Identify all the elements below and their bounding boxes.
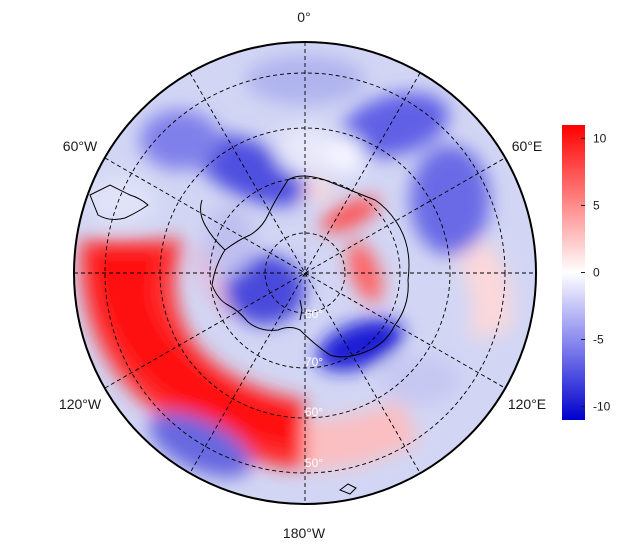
lat-label-80: 80°	[305, 307, 323, 321]
colorbar-ticks: 10 5 0 -5 -10	[581, 131, 611, 414]
colorbar-tick-label: 5	[593, 198, 600, 212]
lat-label-60: 60°	[305, 405, 323, 419]
lon-label-180: 180°W	[283, 525, 326, 541]
lon-label-60e: 60°E	[512, 138, 543, 154]
colorbar	[562, 125, 585, 420]
lon-label-120e: 120°E	[508, 396, 546, 412]
graticule	[74, 42, 536, 504]
colorbar-tick-label: 0	[593, 266, 600, 280]
lat-label-50: 50°	[305, 456, 323, 470]
map-boundary	[73, 41, 537, 505]
lat-label-70: 70°	[305, 355, 323, 369]
coastline	[89, 175, 410, 495]
lon-label-60w: 60°W	[63, 138, 98, 154]
colorbar-tick-label: -10	[593, 400, 611, 414]
lon-label-120w: 120°W	[59, 396, 102, 412]
colorbar-tick-label: -5	[593, 333, 604, 347]
lon-label-0: 0°	[297, 9, 310, 25]
colorbar-tick-label: 10	[593, 131, 607, 145]
